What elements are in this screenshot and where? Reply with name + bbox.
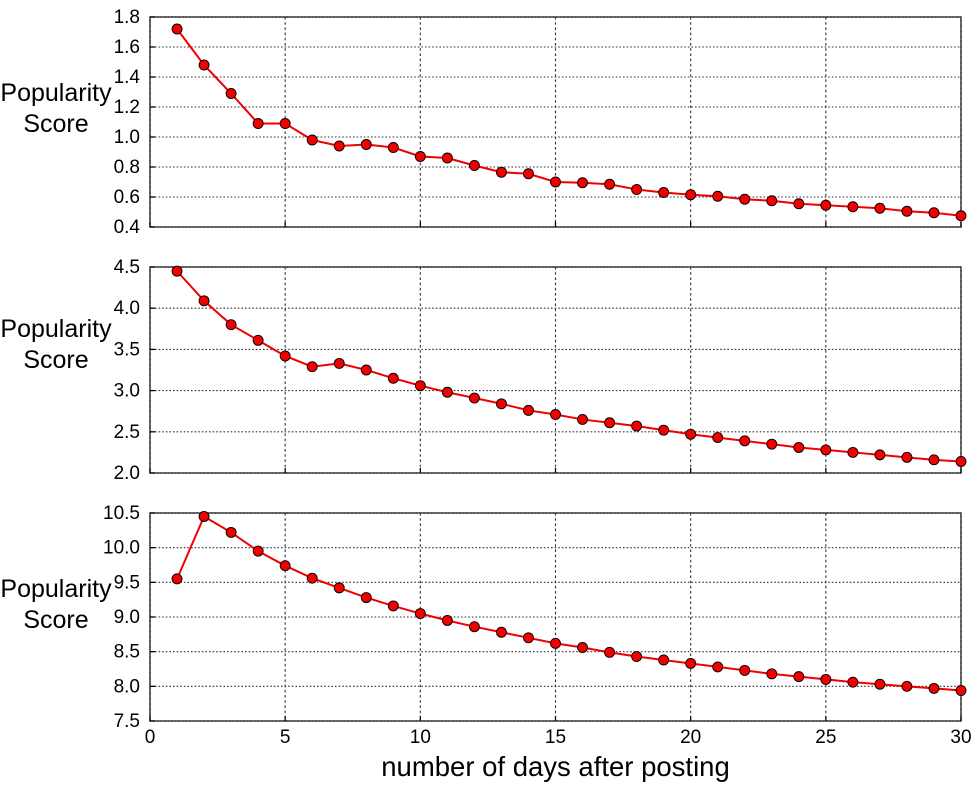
svg-text:4.5: 4.5: [114, 257, 140, 278]
svg-text:2.0: 2.0: [114, 463, 140, 484]
svg-text:3.5: 3.5: [114, 339, 140, 360]
svg-text:20: 20: [680, 727, 701, 748]
svg-text:1.0: 1.0: [114, 127, 140, 148]
svg-text:8.5: 8.5: [114, 642, 140, 663]
svg-text:0.6: 0.6: [114, 187, 140, 208]
svg-text:2.5: 2.5: [114, 422, 140, 443]
svg-text:0: 0: [145, 727, 156, 748]
svg-text:10: 10: [410, 727, 431, 748]
svg-text:5: 5: [280, 727, 291, 748]
svg-text:4.0: 4.0: [114, 298, 140, 319]
svg-text:8.0: 8.0: [114, 676, 140, 697]
svg-text:30: 30: [950, 727, 971, 748]
svg-text:0.8: 0.8: [114, 157, 140, 178]
svg-text:7.5: 7.5: [114, 711, 140, 732]
svg-text:1.4: 1.4: [114, 67, 141, 88]
svg-text:9.0: 9.0: [114, 607, 140, 628]
svg-text:10.0: 10.0: [103, 538, 140, 559]
svg-text:10.5: 10.5: [103, 503, 140, 524]
svg-text:15: 15: [545, 727, 566, 748]
svg-text:1.2: 1.2: [114, 97, 140, 118]
svg-text:1.6: 1.6: [114, 37, 140, 58]
svg-text:25: 25: [815, 727, 836, 748]
svg-text:3.0: 3.0: [114, 381, 140, 402]
svg-text:1.8: 1.8: [114, 7, 140, 28]
svg-text:9.5: 9.5: [114, 572, 140, 593]
svg-text:0.4: 0.4: [114, 217, 141, 238]
